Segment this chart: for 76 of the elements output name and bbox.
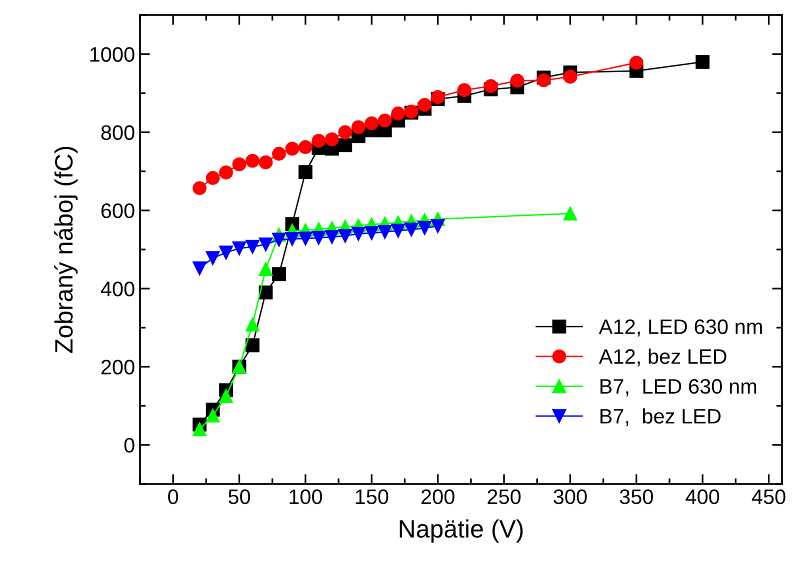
x-tick-label: 450 bbox=[752, 489, 786, 504]
point bbox=[312, 230, 326, 245]
point bbox=[272, 146, 286, 161]
x-tick-label: 200 bbox=[422, 489, 454, 504]
point bbox=[324, 230, 339, 244]
point bbox=[364, 226, 379, 240]
x-tick-label: 400 bbox=[686, 489, 720, 504]
point bbox=[192, 181, 207, 196]
point bbox=[457, 83, 472, 97]
point bbox=[246, 240, 260, 254]
y-axis-title: Zobraný náboj (fC) bbox=[54, 146, 78, 353]
point bbox=[206, 251, 220, 266]
point bbox=[484, 79, 498, 94]
point bbox=[272, 267, 286, 282]
legend-label: A12, bez LED bbox=[598, 348, 726, 366]
point bbox=[364, 116, 379, 130]
point bbox=[298, 140, 312, 154]
y-tick-label: 200 bbox=[101, 360, 134, 375]
point bbox=[324, 132, 339, 146]
point bbox=[696, 54, 710, 69]
x-tick-label: 0 bbox=[168, 489, 178, 504]
point bbox=[258, 286, 273, 300]
x-tick-label: 350 bbox=[620, 489, 653, 504]
point bbox=[378, 114, 392, 128]
point bbox=[192, 261, 207, 276]
point bbox=[418, 221, 432, 235]
point bbox=[219, 166, 233, 180]
legend-label: B7, LED 630 nm bbox=[600, 379, 756, 396]
point bbox=[391, 106, 406, 120]
point bbox=[629, 56, 644, 70]
x-tick-label: 100 bbox=[290, 489, 322, 504]
point bbox=[418, 98, 432, 112]
point bbox=[536, 73, 551, 88]
point bbox=[258, 237, 273, 252]
point bbox=[338, 125, 352, 140]
legend-label: B7, bez LED bbox=[600, 408, 721, 426]
point bbox=[312, 134, 326, 148]
point bbox=[351, 226, 366, 241]
x-tick-label: 150 bbox=[356, 489, 388, 504]
y-tick-label: 0 bbox=[124, 438, 134, 453]
point bbox=[206, 171, 220, 185]
point bbox=[563, 70, 578, 84]
point bbox=[258, 155, 273, 170]
point bbox=[219, 389, 233, 404]
point bbox=[298, 165, 312, 180]
y-tick-label: 400 bbox=[100, 282, 134, 296]
x-tick-label: 300 bbox=[554, 489, 587, 504]
point bbox=[338, 138, 352, 152]
point bbox=[246, 154, 260, 168]
point bbox=[378, 224, 392, 239]
point bbox=[298, 232, 312, 246]
x-tick-label: 50 bbox=[228, 489, 250, 504]
point bbox=[285, 142, 300, 156]
point bbox=[351, 120, 366, 134]
point bbox=[404, 222, 418, 237]
x-axis-title: Napätie (V) bbox=[400, 519, 523, 543]
point bbox=[232, 241, 246, 256]
point bbox=[391, 224, 406, 238]
point bbox=[206, 408, 220, 423]
point bbox=[192, 422, 207, 436]
point bbox=[285, 232, 300, 246]
y-tick-label: 1000 bbox=[90, 47, 134, 62]
point bbox=[232, 157, 246, 172]
point bbox=[272, 232, 286, 247]
legend-label: A12, LED 630 nm bbox=[598, 319, 762, 337]
point bbox=[510, 74, 524, 88]
point bbox=[338, 228, 352, 243]
point bbox=[219, 246, 233, 260]
point bbox=[246, 318, 260, 332]
y-tick-label: 800 bbox=[101, 125, 134, 140]
point bbox=[258, 262, 273, 276]
point bbox=[246, 338, 260, 352]
point bbox=[430, 219, 445, 233]
x-tick-label: 250 bbox=[488, 489, 521, 504]
point bbox=[563, 206, 578, 220]
y-tick-label: 600 bbox=[101, 203, 134, 218]
